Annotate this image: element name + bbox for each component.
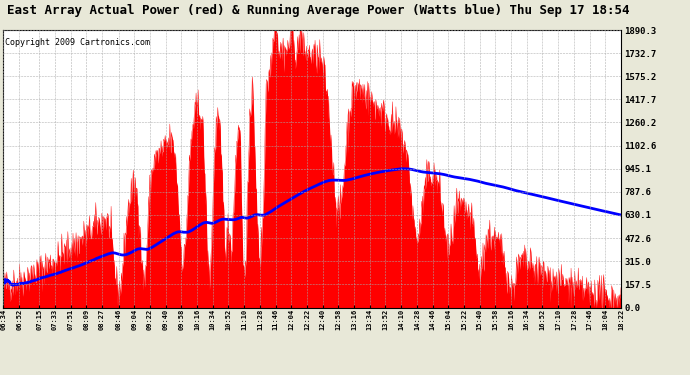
Text: East Array Actual Power (red) & Running Average Power (Watts blue) Thu Sep 17 18: East Array Actual Power (red) & Running … [7, 4, 629, 17]
Text: Copyright 2009 Cartronics.com: Copyright 2009 Cartronics.com [5, 38, 150, 47]
